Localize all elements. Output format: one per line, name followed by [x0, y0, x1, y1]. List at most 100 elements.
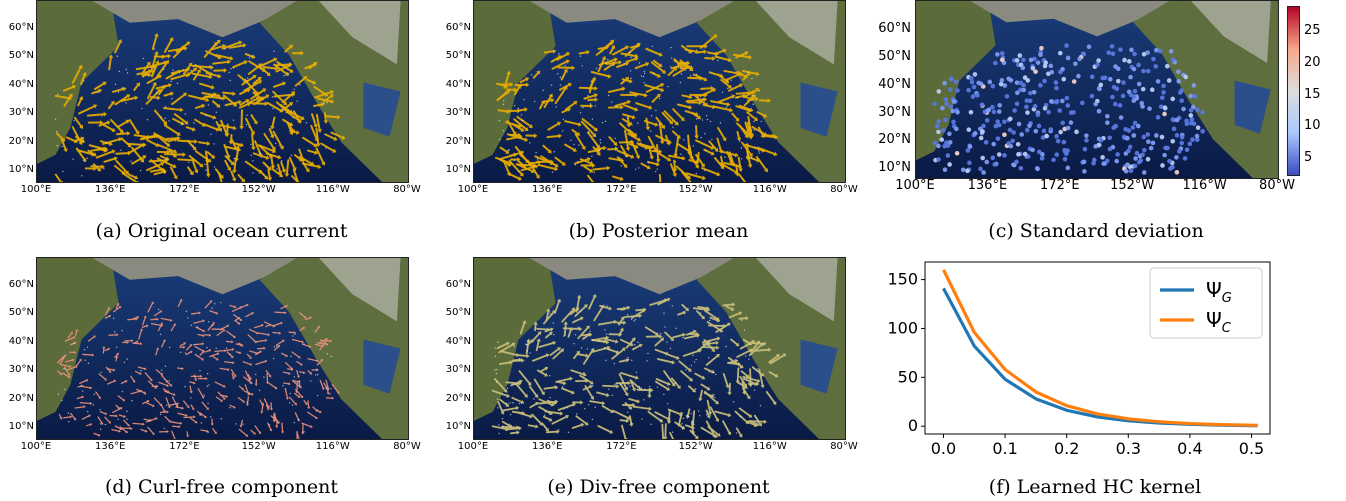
current-arrow: [691, 112, 700, 119]
arrow-head: [647, 395, 652, 399]
current-arrow: [108, 56, 112, 71]
current-arrow: [224, 361, 234, 364]
lat-tick-label: 10°N: [8, 421, 34, 433]
arrow-head: [529, 414, 533, 419]
current-arrow: [265, 370, 271, 377]
arrow-head: [679, 411, 683, 417]
observation-point: [671, 57, 673, 59]
observation-point: [651, 45, 654, 48]
arrow-head: [689, 67, 694, 72]
lat-tick-label: 10°N: [878, 160, 911, 176]
arrow-head: [755, 87, 760, 93]
current-arrow: [672, 68, 685, 77]
arrow-head: [753, 423, 758, 428]
arrow-head: [266, 407, 270, 411]
current-arrow: [127, 318, 137, 321]
current-arrow: [705, 420, 716, 437]
arrow-head: [275, 425, 279, 429]
observation-point: [125, 68, 128, 71]
lon-tick-label: 116°W: [752, 184, 787, 195]
current-arrow: [259, 58, 276, 67]
current-arrow: [294, 77, 306, 87]
arrow-head: [272, 420, 276, 423]
observation-point: [316, 373, 319, 376]
arrow-head: [506, 70, 511, 75]
current-arrow: [686, 408, 691, 417]
current-arrow: [597, 57, 605, 73]
current-arrow: [120, 96, 136, 103]
current-arrow: [79, 385, 91, 389]
arrow-head: [156, 317, 159, 321]
observation-point: [754, 146, 756, 148]
colorbar-tick-label: 10: [1304, 118, 1321, 134]
observation-point: [692, 354, 694, 357]
current-arrow: [218, 172, 223, 182]
arrow-head: [749, 133, 755, 138]
observation-point: [495, 381, 498, 383]
arrow-head: [116, 333, 119, 337]
current-arrow: [62, 372, 70, 378]
arrow-head: [565, 59, 570, 64]
current-arrow: [273, 93, 293, 98]
std-dot: [1114, 158, 1120, 164]
arrow-head: [739, 364, 744, 369]
std-dot: [1016, 121, 1022, 127]
std-dot: [1107, 146, 1113, 152]
current-arrow: [700, 426, 716, 437]
current-arrow: [620, 144, 628, 156]
std-dot: [1132, 51, 1137, 57]
current-arrow: [238, 103, 249, 109]
current-arrow: [242, 361, 251, 365]
observation-point: [496, 368, 498, 371]
current-arrow: [104, 348, 109, 352]
observation-point: [153, 48, 155, 50]
std-dot: [1105, 113, 1110, 119]
arrow-head: [624, 392, 629, 397]
arrow-head: [627, 380, 631, 386]
current-arrow: [735, 91, 754, 95]
arrow-head: [552, 49, 557, 54]
arrow-head: [694, 159, 699, 165]
observation-point: [282, 385, 284, 387]
arrow-head: [590, 347, 595, 352]
current-arrow: [250, 89, 265, 100]
gulf-water: [1234, 80, 1271, 134]
observation-point: [168, 380, 171, 382]
ocean-map-e-svg: [474, 258, 845, 439]
arrow-head: [78, 141, 83, 146]
std-dot: [941, 127, 946, 133]
arrow-head: [162, 409, 166, 413]
std-dot: [1131, 98, 1137, 104]
current-arrow: [249, 350, 258, 354]
arrow-head: [746, 71, 751, 76]
arrow-head: [755, 96, 759, 102]
current-arrow: [307, 370, 312, 374]
current-arrow: [649, 299, 666, 306]
arrow-head: [154, 50, 159, 55]
std-dot: [936, 119, 941, 124]
arrow-head: [186, 41, 191, 46]
arrow-head: [688, 104, 693, 110]
std-dot: [1118, 47, 1123, 52]
current-arrow: [691, 420, 694, 433]
current-arrow: [262, 161, 271, 170]
arrow-head: [524, 159, 529, 164]
arrow-head: [663, 298, 668, 303]
arrow-head: [300, 115, 305, 121]
arrow-head: [89, 386, 93, 390]
current-arrow: [59, 355, 66, 365]
arrow-head: [150, 68, 155, 74]
current-arrow: [571, 424, 583, 429]
arrow-head: [120, 407, 123, 410]
current-arrow: [700, 87, 712, 90]
arrow-head: [169, 383, 173, 387]
current-arrow: [675, 165, 690, 178]
std-dot: [1071, 79, 1077, 84]
arrow-head: [763, 113, 768, 118]
colorbar-gradient: [1288, 7, 1299, 175]
current-arrow: [230, 170, 236, 180]
observation-point: [699, 415, 701, 417]
std-dot: [1064, 43, 1069, 48]
std-dot: [981, 170, 986, 175]
observation-point: [215, 111, 218, 113]
